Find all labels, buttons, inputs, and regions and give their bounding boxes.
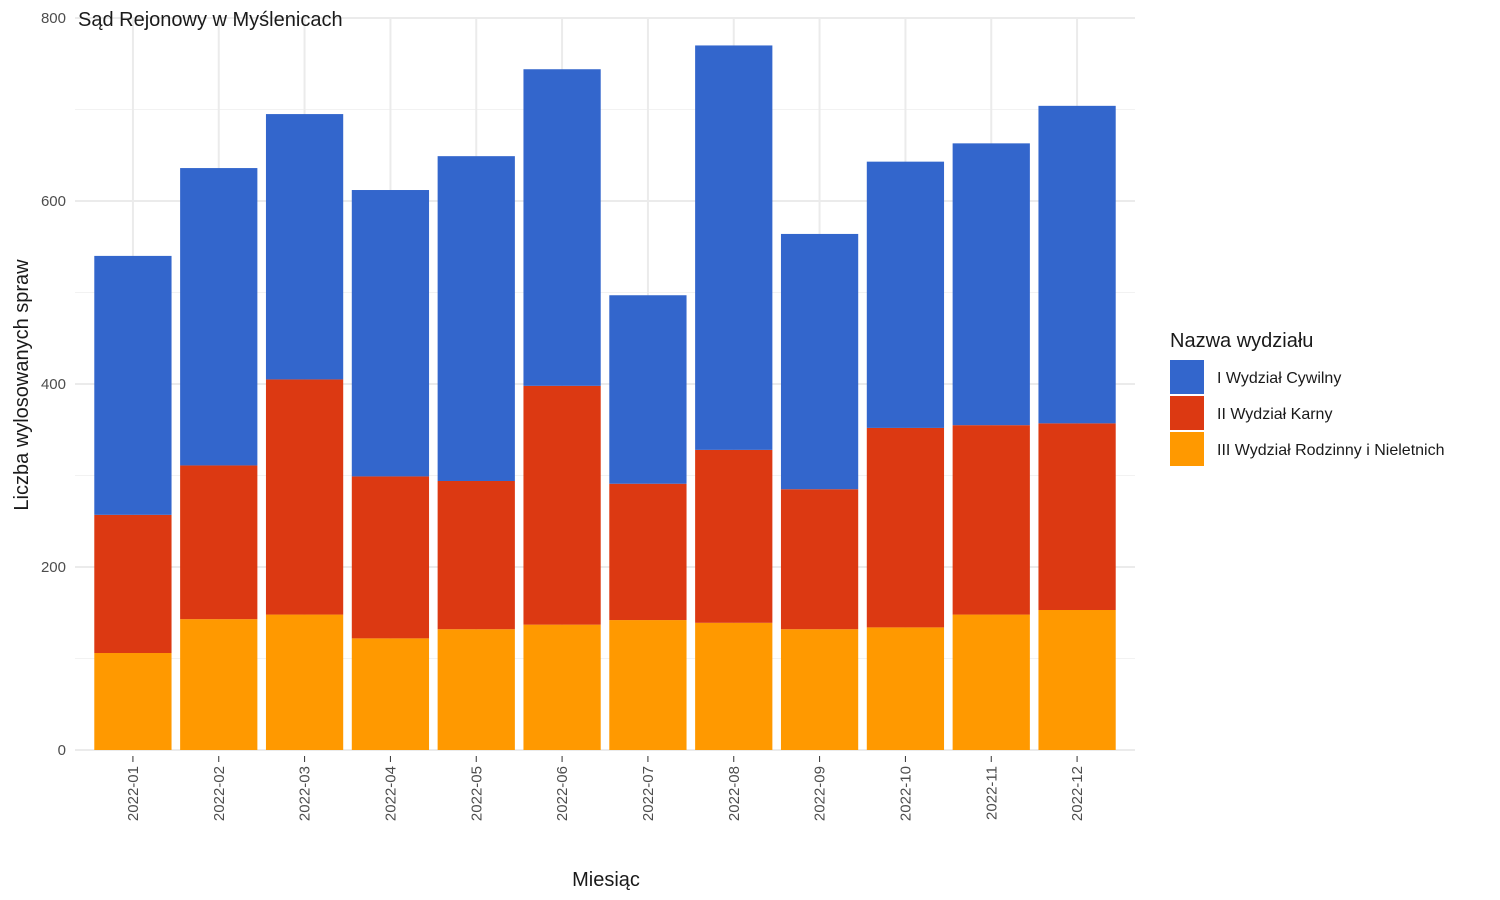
- bar-segment: [952, 143, 1030, 426]
- bar-segment: [180, 168, 258, 466]
- bar-segment: [94, 514, 172, 654]
- legend-label: III Wydział Rodzinny i Nieletnich: [1217, 442, 1445, 459]
- x-tick-label: 2022-05: [468, 766, 485, 821]
- bar-segment: [1038, 423, 1116, 611]
- y-axis-ticks: 0 200 400 600 800: [41, 10, 66, 759]
- bar-segment: [94, 653, 172, 750]
- bar-segment: [523, 385, 601, 625]
- bar-segment: [180, 465, 258, 620]
- bar-segment: [265, 114, 344, 380]
- x-tick-label: 2022-12: [1069, 766, 1086, 821]
- x-axis-title: Miesiąc: [572, 869, 640, 891]
- x-axis-ticks: 2022-01 2022-02 2022-03 2022-04 2022-05 2022-…: [125, 756, 1086, 821]
- bar-segment: [952, 614, 1030, 750]
- x-tick-label: 2022-08: [726, 766, 743, 821]
- bar-segment: [866, 427, 945, 628]
- bar-segment: [437, 156, 515, 481]
- y-axis-title: Liczba wylosowanych spraw: [11, 259, 33, 511]
- bar-segment: [351, 476, 430, 639]
- legend-title: Nazwa wydziału: [1170, 330, 1313, 352]
- x-tick-label: 2022-11: [983, 766, 1000, 820]
- legend-label: I Wydział Cywilny: [1217, 370, 1341, 387]
- x-tick-label: 2022-09: [812, 766, 829, 821]
- bar-segment: [695, 45, 773, 450]
- bar-segment: [265, 379, 344, 615]
- bar-segment: [180, 619, 258, 750]
- bar-segment: [780, 629, 859, 750]
- y-tick-label: 400: [41, 376, 66, 393]
- bars: [94, 45, 1116, 750]
- bar-segment: [351, 638, 430, 750]
- x-tick-label: 2022-06: [554, 766, 571, 821]
- bar-segment: [695, 449, 773, 623]
- y-tick-label: 600: [41, 193, 66, 210]
- bar-segment: [1038, 105, 1116, 424]
- y-tick-label: 0: [58, 742, 66, 759]
- bar-segment: [1038, 610, 1116, 750]
- bar-segment: [866, 161, 945, 428]
- bar-segment: [437, 480, 515, 630]
- bar-segment: [523, 69, 601, 386]
- bar-segment: [609, 620, 687, 750]
- x-tick-label: 2022-02: [211, 766, 228, 821]
- bar-segment: [437, 629, 515, 750]
- bar-segment: [265, 614, 344, 750]
- y-tick-label: 200: [41, 559, 66, 576]
- x-tick-label: 2022-01: [125, 766, 142, 821]
- legend-swatch: [1170, 396, 1204, 430]
- x-tick-label: 2022-04: [382, 766, 399, 821]
- bar-segment: [609, 295, 687, 484]
- x-tick-label: 2022-10: [897, 766, 914, 821]
- bar-segment: [780, 233, 859, 490]
- bar-segment: [866, 627, 945, 750]
- legend-label: II Wydział Karny: [1217, 406, 1332, 423]
- bar-segment: [695, 622, 773, 750]
- chart-title: Sąd Rejonowy w Myślenicach: [78, 9, 343, 31]
- legend: Nazwa wydziału I Wydział Cywilny II Wydzi…: [1170, 330, 1445, 466]
- bar-segment: [523, 624, 601, 750]
- bar-segment: [780, 489, 859, 630]
- x-tick-label: 2022-07: [640, 766, 657, 821]
- bar-segment: [351, 190, 430, 477]
- x-tick-label: 2022-03: [297, 766, 314, 821]
- bar-segment: [952, 425, 1030, 615]
- bar-segment: [94, 255, 172, 515]
- y-tick-label: 800: [41, 10, 66, 27]
- legend-swatch: [1170, 360, 1204, 394]
- legend-swatch: [1170, 432, 1204, 466]
- bar-segment: [609, 483, 687, 621]
